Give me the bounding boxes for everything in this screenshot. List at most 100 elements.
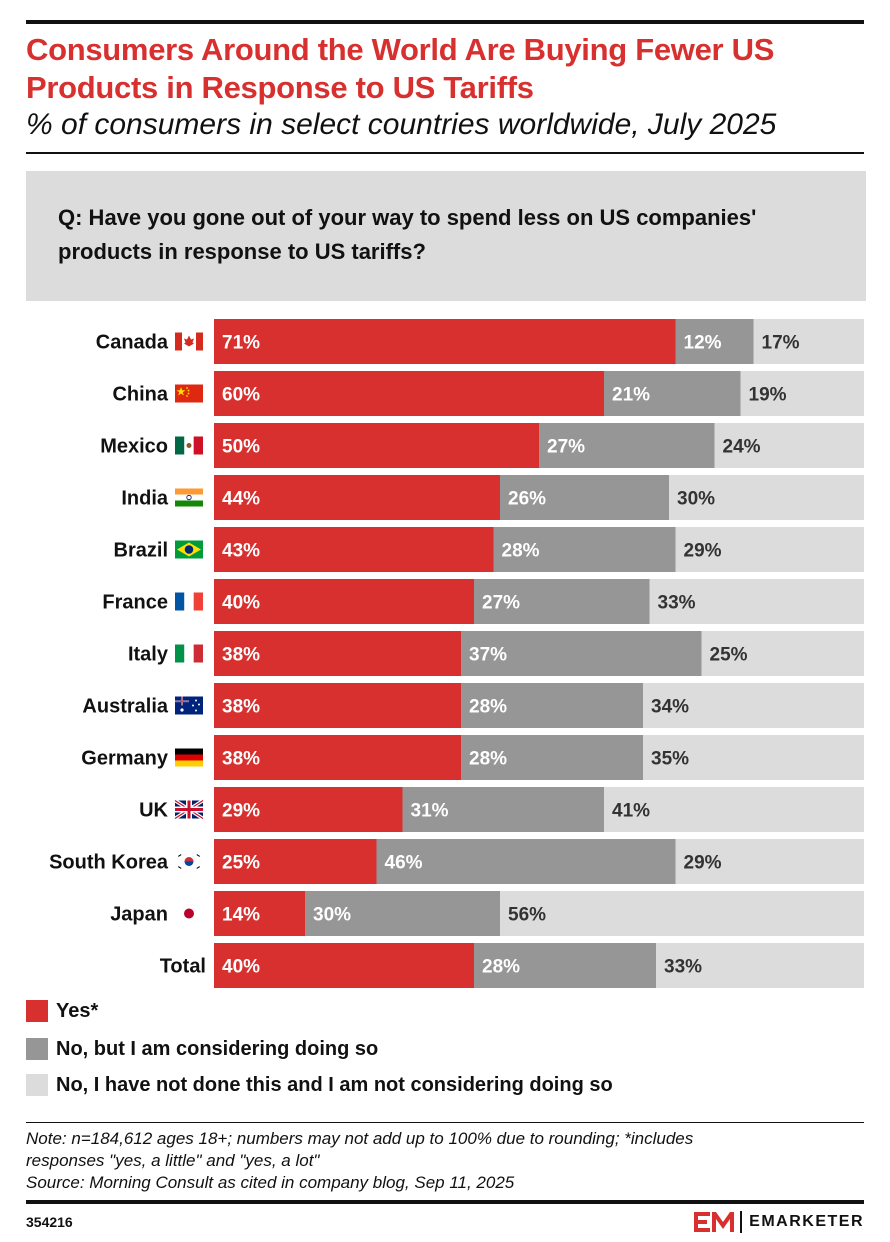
bar-not [740,371,864,416]
bar-yes [214,943,474,988]
bar-yes [214,735,461,780]
note-rule [26,1122,864,1123]
bar-yes [214,579,474,624]
data-label-not: 35% [651,749,689,770]
brand: EMARKETER [694,1209,864,1235]
brand-name: EMARKETER [749,1213,864,1230]
data-label-not: 24% [723,437,761,458]
survey-question: Q: Have you gone out of your way to spen… [58,205,757,264]
germany-flag [175,748,203,767]
data-label-not: 19% [749,385,787,406]
bar-not [701,631,864,676]
bar-row-brazil: Brazil 43% 28% 29% [114,527,864,572]
bar-yes [214,683,461,728]
bar-not [753,319,864,364]
data-label-considering: 28% [469,697,507,718]
brazil-flag [175,540,203,559]
bar-considering [675,319,754,364]
bar-row-china: China 60% 21% 19% [112,371,864,416]
data-label-considering: 28% [502,541,540,562]
data-label-considering: 28% [469,749,507,770]
data-label-considering: 37% [469,645,507,666]
bar-considering [539,423,715,468]
bar-considering [500,475,669,520]
legend-swatch-considering [26,1038,48,1060]
bar-considering [461,631,702,676]
bar-considering [474,579,650,624]
data-label-considering: 28% [482,957,520,978]
title-rule [26,152,864,154]
bar-yes [214,371,604,416]
brand-separator [740,1211,743,1233]
legend-label-not: No, I have not done this and I am not co… [56,1074,613,1096]
bar-row-india: India 44% 26% 30% [121,475,864,520]
canada-flag [175,332,203,351]
category-label: Brazil [114,540,168,562]
data-label-yes: 40% [222,957,260,978]
legend-swatch-yes [26,1000,48,1022]
data-label-yes: 14% [222,905,260,926]
category-label: Total [160,956,206,978]
bar-considering [461,683,643,728]
chart-subtitle: % of consumers in select countries world… [26,108,777,141]
bar-row-japan: Japan 14% 30% 56% [110,891,864,936]
category-label: France [102,592,168,614]
data-label-not: 30% [677,489,715,510]
bar-not [675,839,864,884]
data-label-considering: 27% [547,437,585,458]
bar-not [669,475,864,520]
data-label-yes: 38% [222,697,260,718]
australia-flag [175,696,203,715]
bar-considering [305,891,500,936]
bar-row-italy: Italy 38% 37% 25% [128,631,864,676]
data-label-yes: 40% [222,593,260,614]
note-line-1: Note: n=184,612 ages 18+; numbers may no… [26,1129,694,1148]
bar-considering [493,527,676,572]
france-flag [175,592,203,611]
category-label: Mexico [100,436,168,458]
data-label-considering: 21% [612,385,650,406]
category-label: Germany [81,748,169,770]
bar-yes [214,631,461,676]
bar-considering [604,371,741,416]
mexico-flag [175,436,203,455]
bar-not [675,527,864,572]
bar-row-total: Total 40% 28% 33% [160,943,864,988]
bar-row-canada: Canada 71% 12% 17% [96,319,864,364]
bar-row-mexico: Mexico 50% 27% 24% [100,423,864,468]
bar-yes [214,319,676,364]
stacked-bar-chart: Canada 71% 12% 17% China 60% 21% 19% Mexico 50% 27… [49,319,864,988]
data-label-not: 29% [684,853,722,874]
data-label-yes: 50% [222,437,260,458]
data-label-considering: 46% [385,853,423,874]
bar-yes [214,891,305,936]
data-label-considering: 26% [508,489,546,510]
category-label: UK [139,800,168,822]
bar-yes [214,475,500,520]
data-label-yes: 71% [222,333,260,354]
category-label: Japan [110,904,168,926]
bar-row-australia: Australia 38% 28% 34% [82,683,864,728]
bar-yes [214,787,403,832]
data-label-not: 25% [710,645,748,666]
source-line: Source: Morning Consult as cited in comp… [26,1173,515,1192]
category-label: South Korea [49,852,169,874]
bottom-rule [26,1200,864,1204]
bar-row-germany: Germany 38% 28% 35% [81,735,864,780]
legend-label-yes: Yes* [56,1000,99,1022]
bar-not [714,423,864,468]
bar-yes [214,527,494,572]
bar-not [643,735,864,780]
data-label-not: 34% [651,697,689,718]
bar-yes [214,839,377,884]
category-label: Italy [128,644,169,666]
category-label: China [112,384,168,406]
bar-row-france: France 40% 27% 33% [102,579,864,624]
bar-not [643,683,864,728]
legend-swatch-not [26,1074,48,1096]
bar-considering [461,735,643,780]
chart-id: 354216 [26,1214,73,1230]
italy-flag [175,644,203,663]
uk-flag [174,798,204,821]
china-flag [175,384,203,403]
